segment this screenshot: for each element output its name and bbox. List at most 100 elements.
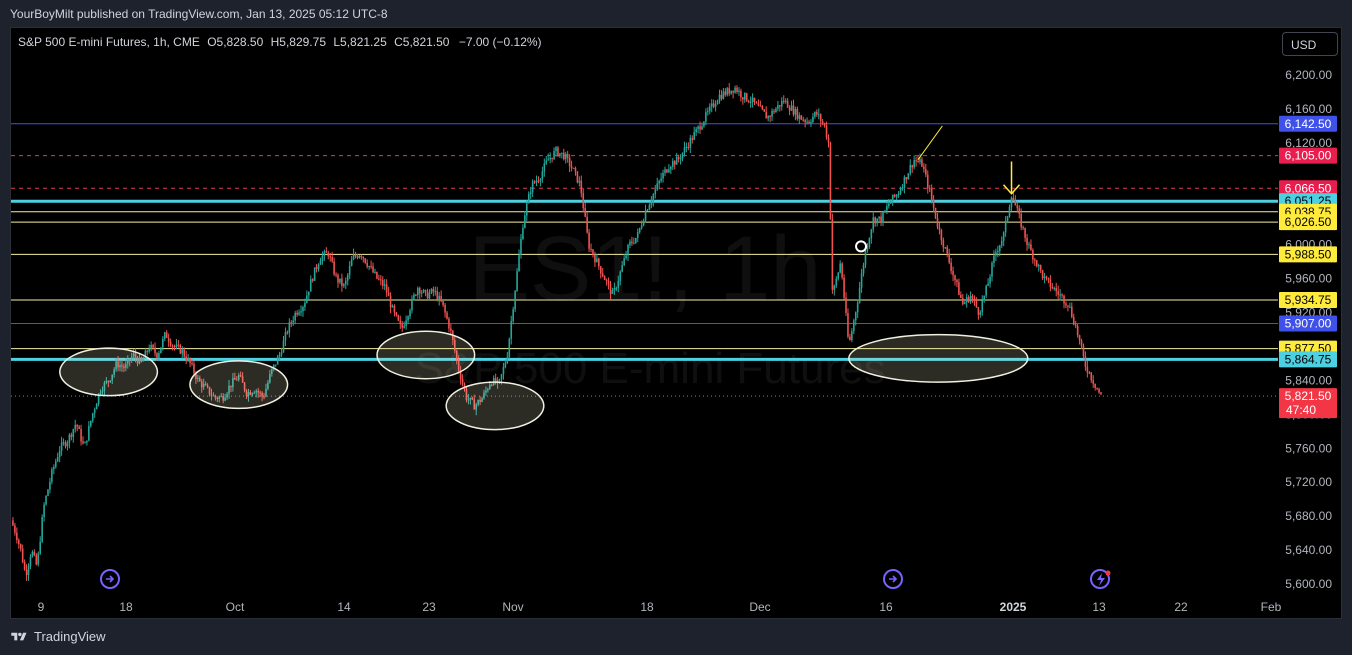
candle-body bbox=[800, 115, 803, 120]
candle-body bbox=[358, 256, 361, 258]
candle-body bbox=[773, 110, 775, 113]
x-tick-label: 23 bbox=[422, 600, 436, 614]
candle-body bbox=[1098, 388, 1100, 393]
candle-body bbox=[1074, 324, 1077, 326]
candle-body bbox=[368, 266, 370, 268]
candle-body bbox=[232, 378, 234, 388]
candle-body bbox=[687, 146, 690, 148]
candle-body bbox=[415, 294, 417, 296]
candle-body bbox=[327, 252, 330, 257]
candle-body bbox=[594, 255, 596, 263]
candle-body bbox=[296, 312, 298, 315]
candle-body bbox=[905, 177, 908, 180]
candle-body bbox=[601, 273, 604, 277]
symbol-title: S&P 500 E-mini Futures, 1h, CME bbox=[18, 35, 200, 49]
candle-body bbox=[899, 189, 902, 194]
candle-body bbox=[744, 93, 746, 100]
candle-body bbox=[802, 119, 804, 121]
candle-body bbox=[86, 440, 88, 443]
candle-body bbox=[465, 389, 468, 400]
candle-body bbox=[183, 349, 186, 357]
price-tag-bg bbox=[1279, 292, 1337, 309]
candle-body bbox=[428, 293, 431, 299]
candle-body bbox=[282, 340, 285, 353]
candle-body bbox=[134, 353, 137, 359]
candle-body bbox=[827, 137, 830, 143]
candle-body bbox=[1014, 200, 1017, 206]
price-tag-label: 5,988.50 bbox=[1285, 247, 1332, 261]
candle-body bbox=[547, 159, 550, 161]
candle-body bbox=[1043, 276, 1046, 279]
candle-body bbox=[506, 357, 509, 363]
candle-body bbox=[115, 361, 117, 370]
footer-brand[interactable]: TradingView bbox=[10, 629, 106, 644]
low-label: L bbox=[333, 35, 341, 49]
candle-body bbox=[541, 171, 544, 180]
candle-body bbox=[1053, 287, 1056, 289]
candle-body bbox=[938, 227, 941, 230]
candle-body bbox=[946, 247, 949, 254]
candle-body bbox=[325, 251, 328, 253]
candle-body bbox=[956, 280, 958, 283]
candle-body bbox=[640, 225, 643, 229]
candle-body bbox=[574, 167, 577, 172]
lightning-icon bbox=[1097, 573, 1105, 586]
candle-body bbox=[479, 400, 481, 402]
candle-body bbox=[1100, 392, 1102, 395]
candle-body bbox=[658, 180, 660, 184]
candle-body bbox=[853, 320, 855, 332]
candle-body bbox=[928, 188, 931, 190]
candle-body bbox=[1022, 227, 1024, 229]
candle-body bbox=[405, 320, 407, 326]
candle-body bbox=[111, 374, 114, 381]
y-tick-label: 5,680.00 bbox=[1285, 509, 1332, 523]
candle-body bbox=[68, 434, 71, 443]
y-tick-label: 5,760.00 bbox=[1285, 441, 1332, 455]
candle-body bbox=[39, 541, 41, 554]
candle-body bbox=[1051, 287, 1054, 289]
candle-body bbox=[341, 278, 343, 286]
candle-body bbox=[983, 295, 986, 301]
candle-body bbox=[490, 384, 493, 386]
candle-body bbox=[625, 255, 627, 259]
candle-body bbox=[670, 166, 672, 170]
candle-body bbox=[808, 121, 810, 124]
candle-body bbox=[623, 258, 625, 266]
trend-line bbox=[917, 125, 943, 161]
candle-body bbox=[870, 229, 873, 239]
x-tick-label: 16 bbox=[879, 600, 893, 614]
candle-body bbox=[510, 321, 513, 339]
candle-body bbox=[971, 296, 974, 299]
candle-body bbox=[596, 258, 598, 263]
candle-body bbox=[263, 396, 265, 398]
candle-body bbox=[304, 302, 306, 308]
chart-pane[interactable] bbox=[10, 27, 1342, 619]
candle-body bbox=[812, 116, 814, 122]
candle-body bbox=[494, 377, 497, 384]
candle-body bbox=[940, 229, 943, 241]
candle-body bbox=[1061, 294, 1063, 296]
candle-body bbox=[25, 569, 28, 576]
candle-body bbox=[1076, 325, 1079, 336]
candle-body bbox=[126, 358, 129, 364]
candle-body bbox=[790, 105, 793, 111]
candle-body bbox=[652, 194, 655, 202]
candle-body bbox=[913, 160, 915, 168]
candle-body bbox=[385, 284, 388, 293]
candle-body bbox=[527, 193, 530, 204]
candle-body bbox=[819, 114, 822, 122]
candle-body bbox=[1039, 265, 1042, 271]
candle-body bbox=[241, 376, 244, 383]
candle-body bbox=[459, 370, 462, 380]
candle-body bbox=[179, 345, 182, 354]
candle-body bbox=[54, 461, 57, 468]
candle-body bbox=[973, 298, 976, 301]
price-tag-label: 5,907.00 bbox=[1285, 317, 1332, 331]
candle-body bbox=[564, 154, 567, 160]
currency-selector[interactable]: USD bbox=[1282, 32, 1338, 56]
candle-body bbox=[603, 276, 606, 281]
candle-body bbox=[202, 384, 205, 388]
candle-body bbox=[1000, 240, 1003, 246]
candle-body bbox=[420, 292, 423, 294]
